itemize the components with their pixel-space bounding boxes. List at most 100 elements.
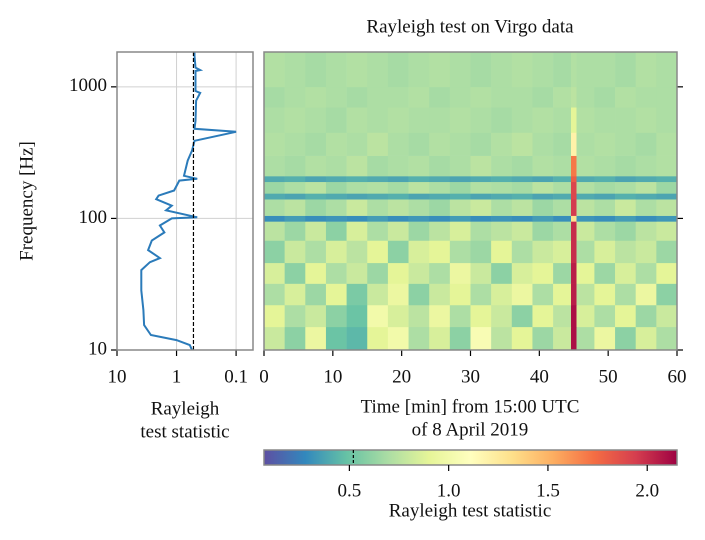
heatmap-cell <box>594 86 616 108</box>
heatmap-cell <box>408 181 430 194</box>
heatmap-cell <box>387 107 409 133</box>
heatmap-cell <box>449 240 471 264</box>
x-tick-label: 40 <box>530 366 549 387</box>
heatmap-cell <box>511 132 533 156</box>
heatmap-cell <box>387 176 409 183</box>
heatmap-cell <box>346 283 368 306</box>
heatmap-cell <box>594 240 616 264</box>
heatmap-cell <box>408 304 430 328</box>
heatmap-cell <box>594 193 616 200</box>
colorbar-label: Rayleigh test statistic <box>389 500 552 521</box>
heatmap-cell <box>594 262 616 284</box>
heatmap-cell <box>367 155 389 177</box>
heatmap-cell <box>387 240 409 264</box>
heatmap-cell <box>325 215 347 222</box>
colorbar-tick-label: 1.0 <box>437 480 461 501</box>
heatmap-cell <box>511 283 533 306</box>
heatmap-cell <box>325 107 347 133</box>
heatmap-cell <box>408 215 430 222</box>
heatmap-cell <box>449 86 471 108</box>
heatmap-cell <box>656 193 678 200</box>
heatmap-cell <box>367 304 389 328</box>
heatmap-cell <box>387 193 409 200</box>
heatmap-cell <box>346 240 368 264</box>
heatmap-cell <box>532 155 554 177</box>
heatmap-cell <box>570 215 577 222</box>
heatmap-cell <box>615 52 636 88</box>
heatmap-cell <box>656 132 678 156</box>
heatmap-cell <box>429 283 451 306</box>
heatmap-cell <box>656 86 678 108</box>
heatmap-cell <box>532 193 554 200</box>
heatmap-cell <box>325 240 347 264</box>
heatmap-cell <box>635 155 657 177</box>
heatmap-cell <box>491 283 513 306</box>
heatmap <box>264 52 678 351</box>
heatmap-cell <box>429 326 451 351</box>
heatmap-cell <box>615 132 636 156</box>
heatmap-cell <box>408 86 430 108</box>
heatmap-cell <box>615 240 636 264</box>
heatmap-cell <box>576 326 595 351</box>
heatmap-cell <box>449 193 471 200</box>
heatmap-cell <box>615 107 636 133</box>
heatmap-cell <box>449 215 471 222</box>
heatmap-cell <box>305 283 327 306</box>
heatmap-cell <box>511 86 533 108</box>
heatmap-cell <box>264 107 285 133</box>
heatmap-cell <box>576 132 595 156</box>
heatmap-cell <box>408 262 430 284</box>
heatmap-cell <box>570 304 577 328</box>
heatmap-cell <box>553 107 572 133</box>
heatmap-cell <box>576 199 595 216</box>
heatmap-cell <box>491 326 513 351</box>
heatmap-cell <box>656 221 678 241</box>
heatmap-cell <box>284 326 306 351</box>
heatmap-cell <box>367 176 389 183</box>
heatmap-cell <box>367 199 389 216</box>
heatmap-cell <box>570 132 577 156</box>
heatmap-cell <box>532 283 554 306</box>
heatmap-cell <box>576 176 595 183</box>
heatmap-cell <box>491 52 513 88</box>
heatmap-cell <box>635 132 657 156</box>
heatmap-cell <box>635 240 657 264</box>
heatmap-cell <box>511 215 533 222</box>
heatmap-cell <box>570 193 577 200</box>
heatmap-cell <box>387 304 409 328</box>
heatmap-cell <box>367 221 389 241</box>
heatmap-cell <box>594 132 616 156</box>
heatmap-cell <box>635 221 657 241</box>
heatmap-cell <box>264 193 285 200</box>
heatmap-cell <box>305 193 327 200</box>
heatmap-cell <box>284 283 306 306</box>
heatmap-cell <box>553 176 572 183</box>
y-axis-label: Frequency [Hz] <box>16 141 37 261</box>
heatmap-cell <box>305 262 327 284</box>
heatmap-cell <box>532 107 554 133</box>
x-tick-label: 10 <box>323 366 342 387</box>
heatmap-cell <box>594 52 616 88</box>
heatmap-cell <box>387 215 409 222</box>
heatmap-cell <box>594 107 616 133</box>
heatmap-cell <box>491 155 513 177</box>
heatmap-cell <box>325 181 347 194</box>
heatmap-cell <box>511 326 533 351</box>
heatmap-cell <box>429 199 451 216</box>
heatmap-cell <box>408 283 430 306</box>
heatmap-cell <box>470 221 492 241</box>
heatmap-cell <box>532 326 554 351</box>
heatmap-cell <box>491 132 513 156</box>
heatmap-cell <box>576 221 595 241</box>
heatmap-cell <box>615 215 636 222</box>
heatmap-cell <box>491 221 513 241</box>
heatmap-cell <box>532 215 554 222</box>
heatmap-cell <box>594 215 616 222</box>
heatmap-cell <box>470 199 492 216</box>
heatmap-cell <box>367 107 389 133</box>
heatmap-cell <box>367 86 389 108</box>
heatmap-cell <box>284 215 306 222</box>
heatmap-cell <box>615 176 636 183</box>
heatmap-cell <box>576 107 595 133</box>
heatmap-cell <box>264 283 285 306</box>
